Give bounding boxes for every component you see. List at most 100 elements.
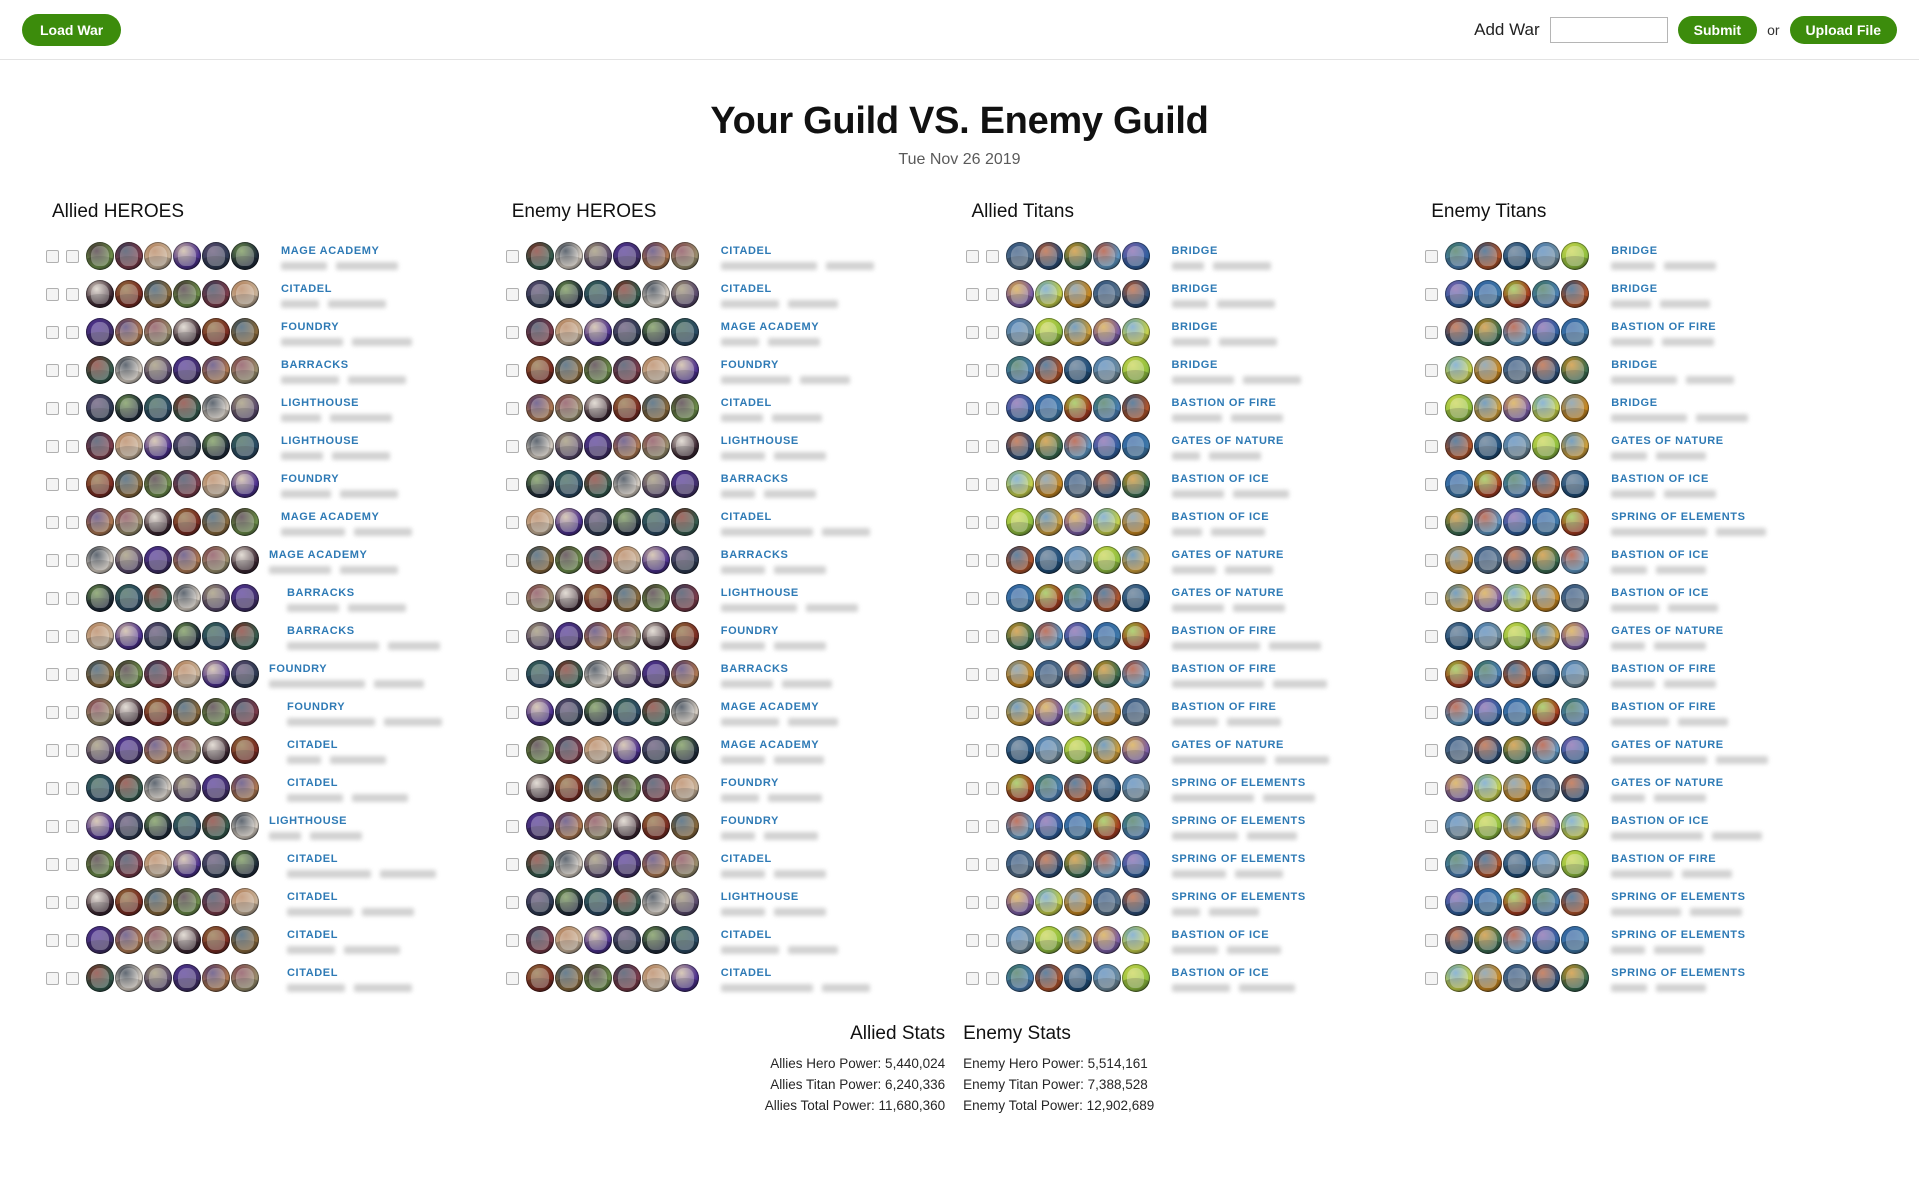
table-row[interactable]: GATES OF NATURE (1419, 617, 1879, 655)
row-checkbox-1[interactable] (505, 515, 519, 529)
table-row[interactable]: LIGHTHOUSE (40, 427, 500, 465)
row-checkbox-2[interactable] (985, 401, 999, 415)
table-row[interactable]: LIGHTHOUSE (40, 389, 500, 427)
row-checkbox-2[interactable] (985, 439, 999, 453)
row-checkbox-2[interactable] (66, 249, 79, 263)
table-row[interactable]: BARRACKS (500, 655, 960, 693)
table-row[interactable]: MAGE ACADEMY (500, 313, 960, 351)
row-checkbox-1[interactable] (1425, 249, 1439, 263)
table-row[interactable]: BASTION OF ICE (960, 921, 1420, 959)
row-checkbox-1[interactable] (46, 705, 59, 719)
row-checkbox-1[interactable] (46, 591, 59, 605)
row-checkbox-2[interactable] (66, 477, 79, 491)
row-checkbox-1[interactable] (46, 439, 59, 453)
row-checkbox-1[interactable] (46, 629, 59, 643)
row-checkbox-1[interactable] (1425, 401, 1439, 415)
table-row[interactable]: FOUNDRY (500, 769, 960, 807)
table-row[interactable]: CITADEL (40, 959, 500, 997)
table-row[interactable]: MAGE ACADEMY (500, 731, 960, 769)
table-row[interactable]: BARRACKS (40, 617, 500, 655)
row-checkbox-1[interactable] (505, 401, 519, 415)
row-checkbox-2[interactable] (66, 401, 79, 415)
table-row[interactable]: BASTION OF FIRE (1419, 655, 1879, 693)
row-checkbox-1[interactable] (1425, 743, 1439, 757)
table-row[interactable]: SPRING OF ELEMENTS (960, 883, 1420, 921)
table-row[interactable]: BASTION OF ICE (960, 959, 1420, 997)
row-checkbox-2[interactable] (66, 287, 79, 301)
table-row[interactable]: FOUNDRY (40, 655, 500, 693)
table-row[interactable]: CITADEL (500, 275, 960, 313)
table-row[interactable]: CITADEL (500, 389, 960, 427)
row-checkbox-2[interactable] (985, 363, 999, 377)
row-checkbox-1[interactable] (505, 933, 519, 947)
table-row[interactable]: BRIDGE (1419, 389, 1879, 427)
table-row[interactable]: CITADEL (500, 503, 960, 541)
row-checkbox-2[interactable] (66, 705, 79, 719)
row-checkbox-2[interactable] (66, 895, 79, 909)
table-row[interactable]: BASTION OF FIRE (960, 617, 1420, 655)
row-checkbox-1[interactable] (46, 325, 59, 339)
row-checkbox-1[interactable] (46, 401, 59, 415)
table-row[interactable]: SPRING OF ELEMENTS (960, 769, 1420, 807)
row-checkbox-1[interactable] (46, 743, 59, 757)
table-row[interactable]: SPRING OF ELEMENTS (1419, 921, 1879, 959)
row-checkbox-1[interactable] (1425, 705, 1439, 719)
table-row[interactable]: BASTION OF FIRE (960, 655, 1420, 693)
table-row[interactable]: FOUNDRY (40, 465, 500, 503)
table-row[interactable]: BASTION OF FIRE (1419, 845, 1879, 883)
table-row[interactable]: SPRING OF ELEMENTS (1419, 503, 1879, 541)
table-row[interactable]: BASTION OF ICE (1419, 807, 1879, 845)
row-checkbox-2[interactable] (66, 743, 79, 757)
row-checkbox-1[interactable] (965, 895, 979, 909)
table-row[interactable]: BARRACKS (40, 579, 500, 617)
row-checkbox-2[interactable] (985, 933, 999, 947)
submit-button[interactable]: Submit (1677, 15, 1758, 44)
row-checkbox-1[interactable] (965, 591, 979, 605)
table-row[interactable]: CITADEL (500, 237, 960, 275)
row-checkbox-1[interactable] (505, 439, 519, 453)
row-checkbox-1[interactable] (965, 515, 979, 529)
row-checkbox-1[interactable] (1425, 325, 1439, 339)
row-checkbox-2[interactable] (985, 743, 999, 757)
row-checkbox-1[interactable] (965, 971, 979, 985)
row-checkbox-1[interactable] (46, 287, 59, 301)
row-checkbox-1[interactable] (965, 401, 979, 415)
table-row[interactable]: BASTION OF ICE (960, 465, 1420, 503)
row-checkbox-2[interactable] (985, 553, 999, 567)
row-checkbox-1[interactable] (1425, 971, 1439, 985)
table-row[interactable]: MAGE ACADEMY (40, 237, 500, 275)
row-checkbox-1[interactable] (505, 895, 519, 909)
row-checkbox-2[interactable] (66, 819, 79, 833)
table-row[interactable]: GATES OF NATURE (960, 541, 1420, 579)
table-row[interactable]: BASTION OF ICE (1419, 465, 1879, 503)
table-row[interactable]: BASTION OF FIRE (1419, 693, 1879, 731)
table-row[interactable]: CITADEL (40, 769, 500, 807)
row-checkbox-1[interactable] (505, 629, 519, 643)
add-war-input[interactable] (1549, 16, 1668, 43)
table-row[interactable]: GATES OF NATURE (960, 427, 1420, 465)
table-row[interactable]: GATES OF NATURE (960, 731, 1420, 769)
row-checkbox-2[interactable] (985, 249, 999, 263)
row-checkbox-1[interactable] (965, 629, 979, 643)
row-checkbox-2[interactable] (985, 325, 999, 339)
row-checkbox-2[interactable] (985, 971, 999, 985)
row-checkbox-2[interactable] (66, 363, 79, 377)
row-checkbox-1[interactable] (505, 591, 519, 605)
table-row[interactable]: FOUNDRY (500, 351, 960, 389)
row-checkbox-2[interactable] (985, 857, 999, 871)
table-row[interactable]: GATES OF NATURE (960, 579, 1420, 617)
row-checkbox-1[interactable] (1425, 287, 1439, 301)
row-checkbox-1[interactable] (1425, 553, 1439, 567)
table-row[interactable]: BARRACKS (40, 351, 500, 389)
table-row[interactable]: SPRING OF ELEMENTS (1419, 883, 1879, 921)
row-checkbox-1[interactable] (1425, 363, 1439, 377)
row-checkbox-1[interactable] (965, 781, 979, 795)
row-checkbox-1[interactable] (1425, 515, 1439, 529)
table-row[interactable]: BASTION OF ICE (1419, 579, 1879, 617)
row-checkbox-1[interactable] (965, 477, 979, 491)
row-checkbox-1[interactable] (505, 781, 519, 795)
row-checkbox-1[interactable] (965, 553, 979, 567)
table-row[interactable]: BRIDGE (960, 313, 1420, 351)
table-row[interactable]: CITADEL (40, 275, 500, 313)
row-checkbox-1[interactable] (505, 971, 519, 985)
